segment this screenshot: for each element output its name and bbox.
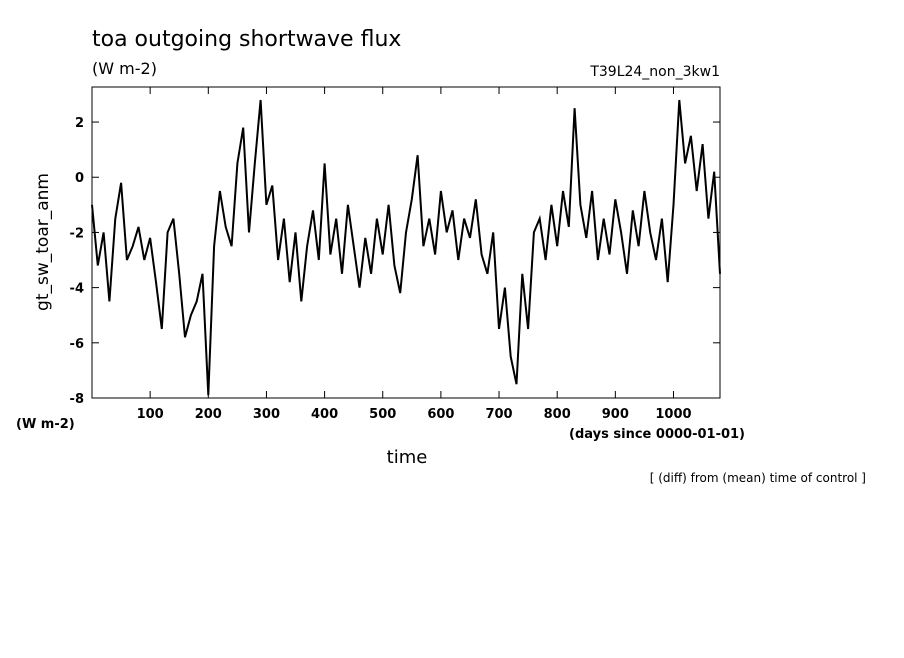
y-axis-label: gt_sw_toar_anm	[33, 173, 53, 311]
y-tick-label: -8	[70, 392, 84, 407]
x-tick-label: 300	[253, 407, 280, 422]
run-label: T39L24_non_3kw1	[589, 64, 720, 80]
x-tick-label: 400	[311, 407, 338, 422]
plot-frame	[91, 86, 721, 399]
x-tick-label: 600	[427, 407, 454, 422]
series-line	[91, 99, 721, 396]
x-unit: (days since 0000-01-01)	[569, 427, 745, 442]
x-tick-label: 1000	[655, 407, 691, 422]
x-tick-label: 700	[485, 407, 512, 422]
y-tick-label: 2	[75, 116, 84, 131]
x-tick-label: 800	[544, 407, 571, 422]
chart-title: toa outgoing shortwave flux	[92, 27, 401, 52]
y-tick-label: -4	[70, 282, 84, 297]
x-tick-label: 100	[137, 407, 164, 422]
x-tick-label: 200	[195, 407, 222, 422]
y-tick-label: 0	[75, 171, 84, 186]
note: [ (diff) from (mean) time of control ]	[650, 471, 866, 485]
x-tick-label: 900	[602, 407, 629, 422]
x-axis-label: time	[387, 447, 428, 468]
subtitle: (W m-2)	[92, 59, 157, 78]
x-tick-label: 500	[369, 407, 396, 422]
y-tick-label: -2	[70, 226, 84, 241]
y-unit: (W m-2)	[16, 417, 75, 432]
y-tick-label: -6	[70, 337, 84, 352]
